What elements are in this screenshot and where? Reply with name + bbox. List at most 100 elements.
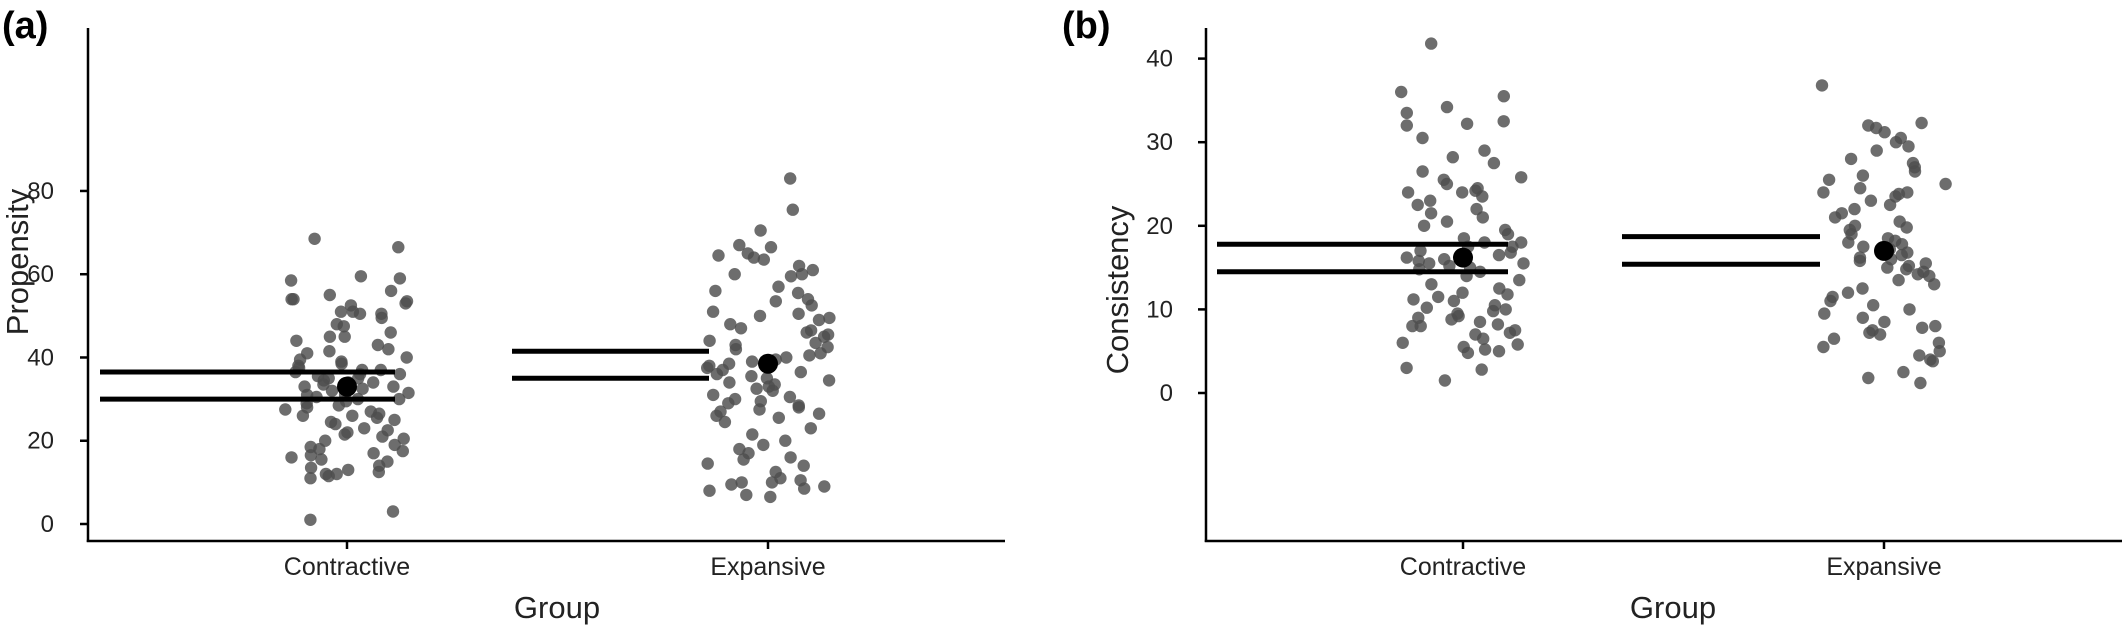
- panel-a: (a) Propensity Group Contractive Expansi…: [0, 5, 1005, 625]
- data-point: [709, 284, 722, 298]
- data-point: [392, 241, 405, 254]
- data-point: [279, 403, 292, 416]
- data-point: [323, 330, 337, 343]
- data-point: [1817, 340, 1830, 354]
- data-point: [791, 286, 805, 300]
- data-point: [1400, 119, 1414, 132]
- data-point: [382, 343, 395, 356]
- data-point: [1857, 240, 1870, 253]
- data-point: [800, 326, 813, 339]
- data-point: [1864, 194, 1878, 207]
- data-point: [792, 307, 805, 320]
- data-point: [354, 270, 368, 283]
- data-point: [823, 311, 836, 325]
- data-point: [399, 297, 412, 310]
- data-point: [1475, 363, 1488, 376]
- data-point: [304, 449, 318, 462]
- data-point: [784, 172, 797, 185]
- data-point: [812, 407, 826, 420]
- data-point: [376, 430, 389, 443]
- data-point: [338, 428, 351, 441]
- data-point: [784, 451, 797, 464]
- data-point: [1842, 236, 1855, 249]
- data-point: [1414, 244, 1427, 258]
- panel-b-yticks: 0 10 20 30 40: [1146, 46, 1206, 407]
- data-point: [722, 397, 735, 410]
- data-point: [1497, 115, 1510, 128]
- data-point: [1515, 171, 1528, 184]
- data-point: [1883, 198, 1897, 212]
- data-point: [1856, 282, 1869, 295]
- data-point: [367, 447, 380, 460]
- data-point: [1456, 186, 1469, 199]
- mean-point: [337, 376, 357, 397]
- data-point: [1417, 219, 1431, 232]
- panel-b: (b) Consistency Group Contractive Expans…: [1062, 5, 2122, 625]
- data-point: [396, 444, 409, 458]
- data-point: [745, 355, 759, 368]
- panel-b-ytick-label: 40: [1146, 46, 1173, 73]
- data-point: [342, 463, 355, 477]
- data-point: [1926, 355, 1940, 368]
- panel-a-ytick-label: 20: [27, 428, 54, 455]
- data-point: [798, 482, 811, 495]
- data-point: [786, 203, 799, 216]
- data-point: [372, 465, 385, 479]
- data-point: [1867, 299, 1880, 312]
- data-point: [1928, 278, 1941, 291]
- data-point: [753, 309, 767, 323]
- data-point: [304, 461, 318, 474]
- data-point: [1914, 376, 1927, 390]
- panel-b-ytick-label: 30: [1146, 129, 1173, 156]
- data-point: [332, 399, 345, 412]
- data-point: [1856, 169, 1870, 182]
- panel-b-xlabel: Group: [1630, 590, 1716, 625]
- data-point: [1815, 79, 1829, 92]
- data-point: [706, 305, 720, 318]
- data-point: [1473, 315, 1487, 329]
- data-point: [746, 428, 759, 441]
- panel-b-ci: [1217, 234, 1894, 275]
- panel-b-ytick-label: 10: [1146, 296, 1173, 323]
- data-point: [822, 374, 836, 387]
- data-point: [317, 378, 330, 391]
- data-point: [806, 263, 819, 277]
- data-point: [803, 349, 816, 362]
- data-point: [1900, 263, 1913, 276]
- data-point: [1903, 303, 1916, 316]
- data-point: [814, 347, 827, 360]
- data-point: [729, 343, 743, 356]
- data-point: [1889, 136, 1903, 149]
- data-point: [1503, 326, 1517, 339]
- data-point: [764, 490, 777, 504]
- data-point: [371, 338, 385, 352]
- data-point: [1424, 207, 1438, 220]
- data-point: [329, 417, 342, 431]
- data-point: [1863, 326, 1876, 339]
- data-point: [1844, 152, 1858, 166]
- data-point: [1478, 144, 1491, 157]
- data-point: [797, 459, 810, 472]
- data-point: [296, 409, 310, 422]
- panel-a-ytick-label: 0: [41, 511, 54, 538]
- data-point: [1416, 165, 1429, 178]
- panel-a-ci: [100, 348, 778, 402]
- data-point: [1828, 211, 1842, 224]
- data-point: [757, 253, 770, 266]
- data-point: [740, 488, 753, 502]
- data-point: [367, 376, 380, 389]
- data-point: [1856, 311, 1870, 324]
- data-point: [710, 367, 724, 381]
- data-point: [1461, 346, 1475, 360]
- data-point: [285, 451, 298, 464]
- data-point: [1477, 332, 1490, 345]
- data-point: [1900, 221, 1913, 234]
- data-point: [1476, 211, 1490, 224]
- panel-a-ylabel: Propensity: [0, 188, 35, 335]
- data-point: [766, 384, 779, 397]
- data-point: [1895, 248, 1908, 262]
- data-point: [1939, 177, 1952, 191]
- data-point: [792, 401, 805, 414]
- data-point: [1929, 319, 1942, 333]
- data-point: [804, 422, 817, 435]
